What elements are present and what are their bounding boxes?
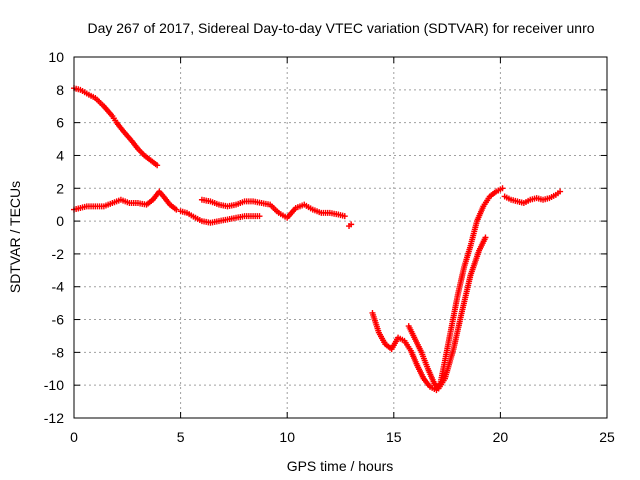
chart-title: Day 267 of 2017, Sidereal Day-to-day VTE… <box>87 20 594 36</box>
y-tick-label: 2 <box>56 180 64 196</box>
data-point <box>348 221 355 228</box>
x-axis-label: GPS time / hours <box>287 458 394 474</box>
data-point <box>482 234 489 241</box>
data-point <box>256 213 263 220</box>
y-tick-label: -6 <box>52 312 65 328</box>
tick-labels: 0 5 10 15 20 25 -12 -10 -8 -6 -4 -2 0 2 4 6 8 10 <box>44 49 615 445</box>
series-high-arc-early <box>71 85 161 169</box>
y-tick-label: -12 <box>44 410 64 426</box>
y-tick-label: -2 <box>52 246 65 262</box>
y-tick-label: 6 <box>56 115 64 131</box>
series-secondary-rise <box>405 234 489 392</box>
data-point <box>341 213 348 220</box>
y-tick-label: -8 <box>52 344 65 360</box>
series-late-positive <box>501 188 564 207</box>
y-tick-label: -10 <box>44 377 64 393</box>
x-tick-label: 5 <box>177 429 185 445</box>
x-tick-label: 10 <box>279 429 295 445</box>
series-near-zero-mid-upper <box>198 196 348 221</box>
data-point <box>499 185 506 192</box>
y-tick-label: 4 <box>56 147 64 163</box>
x-tick-label: 20 <box>493 429 509 445</box>
data-point <box>154 162 161 169</box>
data-series <box>71 85 564 394</box>
y-tick-label: 8 <box>56 82 64 98</box>
grid <box>74 57 607 418</box>
data-point <box>557 188 564 195</box>
y-tick-label: 10 <box>48 49 64 65</box>
y-axis-label: SDTVAR / TECUs <box>7 181 23 293</box>
series-isolated-point <box>346 221 355 230</box>
y-tick-label: 0 <box>56 213 64 229</box>
plot-frame <box>73 56 608 419</box>
data-point <box>173 206 180 213</box>
series-near-zero-mid-lower <box>177 208 263 226</box>
y-tick-label: -4 <box>52 279 65 295</box>
x-tick-label: 0 <box>70 429 78 445</box>
series-negative-dip <box>369 185 506 394</box>
x-tick-label: 25 <box>599 429 615 445</box>
series-near-zero-early <box>71 188 180 213</box>
x-tick-label: 15 <box>386 429 402 445</box>
